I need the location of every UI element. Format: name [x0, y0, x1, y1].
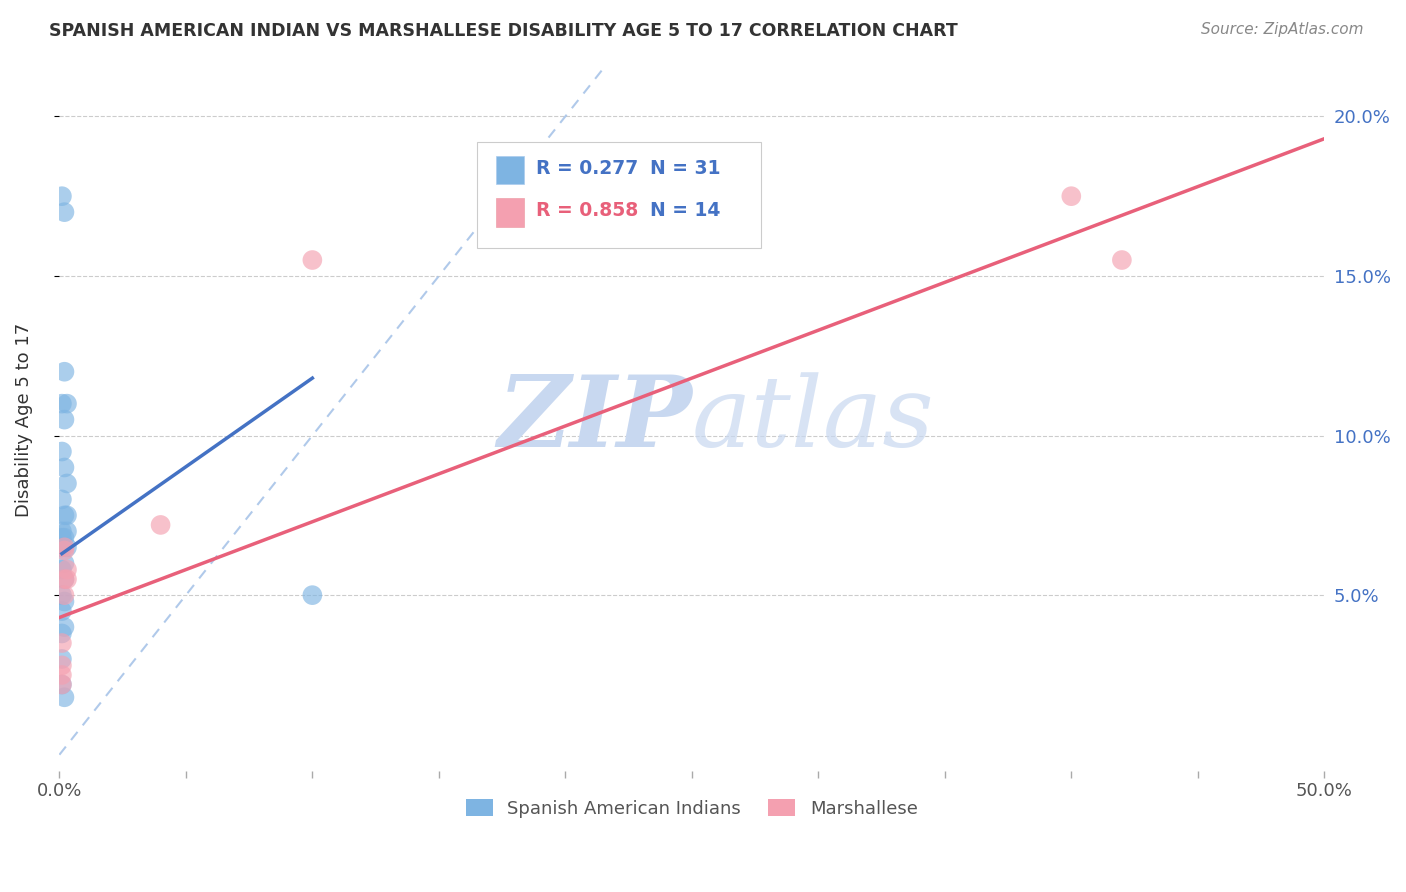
Point — [51, 636, 73, 650]
Point — [56, 563, 79, 577]
Point — [56, 508, 79, 523]
Point — [53, 541, 76, 555]
Point — [53, 572, 76, 586]
Point — [301, 253, 323, 268]
Point — [53, 543, 76, 558]
Text: ZIP: ZIP — [496, 371, 692, 468]
FancyBboxPatch shape — [496, 198, 523, 227]
Point — [51, 492, 73, 507]
Point — [51, 668, 73, 682]
Point — [56, 524, 79, 539]
Text: R = 0.277: R = 0.277 — [536, 159, 638, 178]
Point — [1060, 189, 1083, 203]
Text: N = 31: N = 31 — [650, 159, 721, 178]
Point — [51, 604, 73, 618]
Point — [51, 541, 73, 555]
Point — [51, 531, 73, 545]
Point — [53, 620, 76, 634]
Point — [53, 365, 76, 379]
Text: Source: ZipAtlas.com: Source: ZipAtlas.com — [1201, 22, 1364, 37]
Point — [51, 677, 73, 691]
Point — [53, 531, 76, 545]
Point — [56, 541, 79, 555]
Point — [1111, 253, 1133, 268]
Point — [53, 572, 76, 586]
Point — [56, 397, 79, 411]
Text: R = 0.858: R = 0.858 — [536, 201, 638, 219]
Point — [51, 652, 73, 666]
FancyBboxPatch shape — [477, 142, 762, 248]
Point — [51, 658, 73, 673]
Point — [53, 594, 76, 608]
Point — [53, 588, 76, 602]
Point — [51, 444, 73, 458]
Point — [51, 189, 73, 203]
Legend: Spanish American Indians, Marshallese: Spanish American Indians, Marshallese — [458, 792, 925, 825]
Point — [53, 460, 76, 475]
Point — [53, 412, 76, 426]
Text: atlas: atlas — [692, 372, 935, 467]
FancyBboxPatch shape — [496, 156, 523, 185]
Point — [56, 572, 79, 586]
Point — [51, 541, 73, 555]
Point — [51, 677, 73, 691]
Point — [51, 563, 73, 577]
Point — [53, 556, 76, 570]
Y-axis label: Disability Age 5 to 17: Disability Age 5 to 17 — [15, 323, 32, 516]
Point — [51, 524, 73, 539]
Point — [51, 626, 73, 640]
Point — [149, 517, 172, 532]
Point — [53, 508, 76, 523]
Point — [51, 397, 73, 411]
Point — [53, 205, 76, 219]
Text: SPANISH AMERICAN INDIAN VS MARSHALLESE DISABILITY AGE 5 TO 17 CORRELATION CHART: SPANISH AMERICAN INDIAN VS MARSHALLESE D… — [49, 22, 957, 40]
Point — [56, 476, 79, 491]
Text: N = 14: N = 14 — [650, 201, 720, 219]
Point — [53, 690, 76, 705]
Point — [301, 588, 323, 602]
Point — [51, 588, 73, 602]
